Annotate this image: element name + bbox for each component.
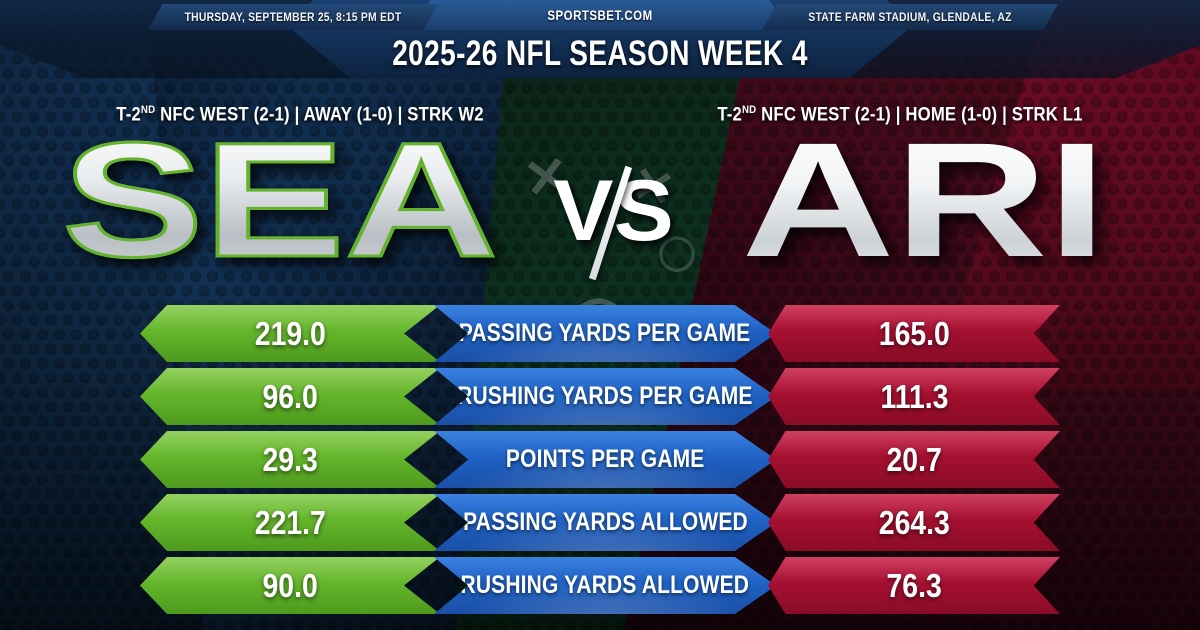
away-stat-bar: 219.0	[140, 305, 440, 362]
venue-plate: STATE FARM STADIUM, GLENDALE, AZ	[762, 4, 1058, 30]
venue-location: STATE FARM STADIUM, GLENDALE, AZ	[808, 10, 1012, 24]
home-team-record: T-2ND NFC WEST (2-1) | HOME (1-0) | STRK…	[636, 104, 1164, 126]
away-team-rank: T-2	[116, 104, 141, 126]
home-team-record-detail: NFC WEST (2-1) | HOME (1-0) | STRK L1	[756, 104, 1083, 126]
away-stat-value: 221.7	[254, 503, 326, 541]
stat-label: PASSING YARDS ALLOWED	[462, 508, 748, 536]
home-stat-bar: 20.7	[768, 431, 1060, 488]
game-date-plate: THURSDAY, SEPTEMBER 25, 8:15 PM EDT	[148, 4, 438, 30]
home-stat-value: 264.3	[878, 503, 950, 541]
home-team-rank: T-2	[717, 104, 743, 126]
site-plate: SPORTSBET.COM	[408, 0, 792, 30]
home-stat-bar: 165.0	[768, 305, 1060, 362]
stat-row: 90.0 RUSHING YARDS ALLOWED 76.3	[0, 557, 1200, 614]
stat-label: RUSHING YARDS ALLOWED	[460, 571, 750, 599]
game-date: THURSDAY, SEPTEMBER 25, 8:15 PM EDT	[184, 10, 402, 24]
away-stat-value: 96.0	[262, 377, 318, 415]
away-stat-bar: 29.3	[140, 431, 440, 488]
home-team-abbreviation: ARI	[565, 118, 1200, 281]
home-stat-bar: 111.3	[768, 368, 1060, 425]
stat-label-chevron: POINTS PER GAME	[434, 431, 776, 488]
home-stat-value: 165.0	[878, 314, 950, 352]
away-stat-value: 90.0	[262, 566, 318, 604]
home-stat-value: 76.3	[886, 566, 942, 604]
away-stat-bar: 96.0	[140, 368, 440, 425]
home-stat-value: 111.3	[880, 377, 948, 415]
header: SPORTSBET.COM THURSDAY, SEPTEMBER 25, 8:…	[0, 0, 1200, 78]
away-stat-value: 29.3	[262, 440, 318, 478]
page-title: 2025-26 NFL SEASON WEEK 4	[392, 34, 808, 73]
versus-badge: VS	[553, 165, 674, 281]
stat-label: POINTS PER GAME	[505, 445, 705, 473]
site-brand: SPORTSBET.COM	[547, 7, 653, 23]
stat-label: RUSHING YARDS PER GAME	[457, 382, 753, 410]
stat-row: 96.0 RUSHING YARDS PER GAME 111.3	[0, 368, 1200, 425]
home-stat-bar: 264.3	[768, 494, 1060, 551]
stat-row: 221.7 PASSING YARDS ALLOWED 264.3	[0, 494, 1200, 551]
stat-label-chevron: RUSHING YARDS PER GAME	[434, 368, 776, 425]
away-team-abbreviation: SEA	[0, 117, 644, 283]
stat-label: PASSING YARDS PER GAME	[459, 319, 751, 347]
away-stat-value: 219.0	[254, 314, 326, 352]
stat-comparison-table: 219.0 PASSING YARDS PER GAME 165.0 96.0 …	[0, 305, 1200, 620]
home-stat-value: 20.7	[886, 440, 942, 478]
stat-row: 219.0 PASSING YARDS PER GAME 165.0	[0, 305, 1200, 362]
home-team-rank-suffix: ND	[742, 104, 757, 116]
away-team-rank-suffix: ND	[140, 104, 156, 116]
stat-row: 29.3 POINTS PER GAME 20.7	[0, 431, 1200, 488]
away-stat-bar: 221.7	[140, 494, 440, 551]
away-team-record-detail: NFC WEST (2-1) | AWAY (1-0) | STRK W2	[155, 104, 484, 126]
away-stat-bar: 90.0	[140, 557, 440, 614]
away-team-record: T-2ND NFC WEST (2-1) | AWAY (1-0) | STRK…	[36, 104, 564, 126]
stat-label-chevron: RUSHING YARDS ALLOWED	[434, 557, 776, 614]
stat-label-chevron: PASSING YARDS PER GAME	[434, 305, 776, 362]
home-stat-bar: 76.3	[768, 557, 1060, 614]
stat-label-chevron: PASSING YARDS ALLOWED	[434, 494, 776, 551]
